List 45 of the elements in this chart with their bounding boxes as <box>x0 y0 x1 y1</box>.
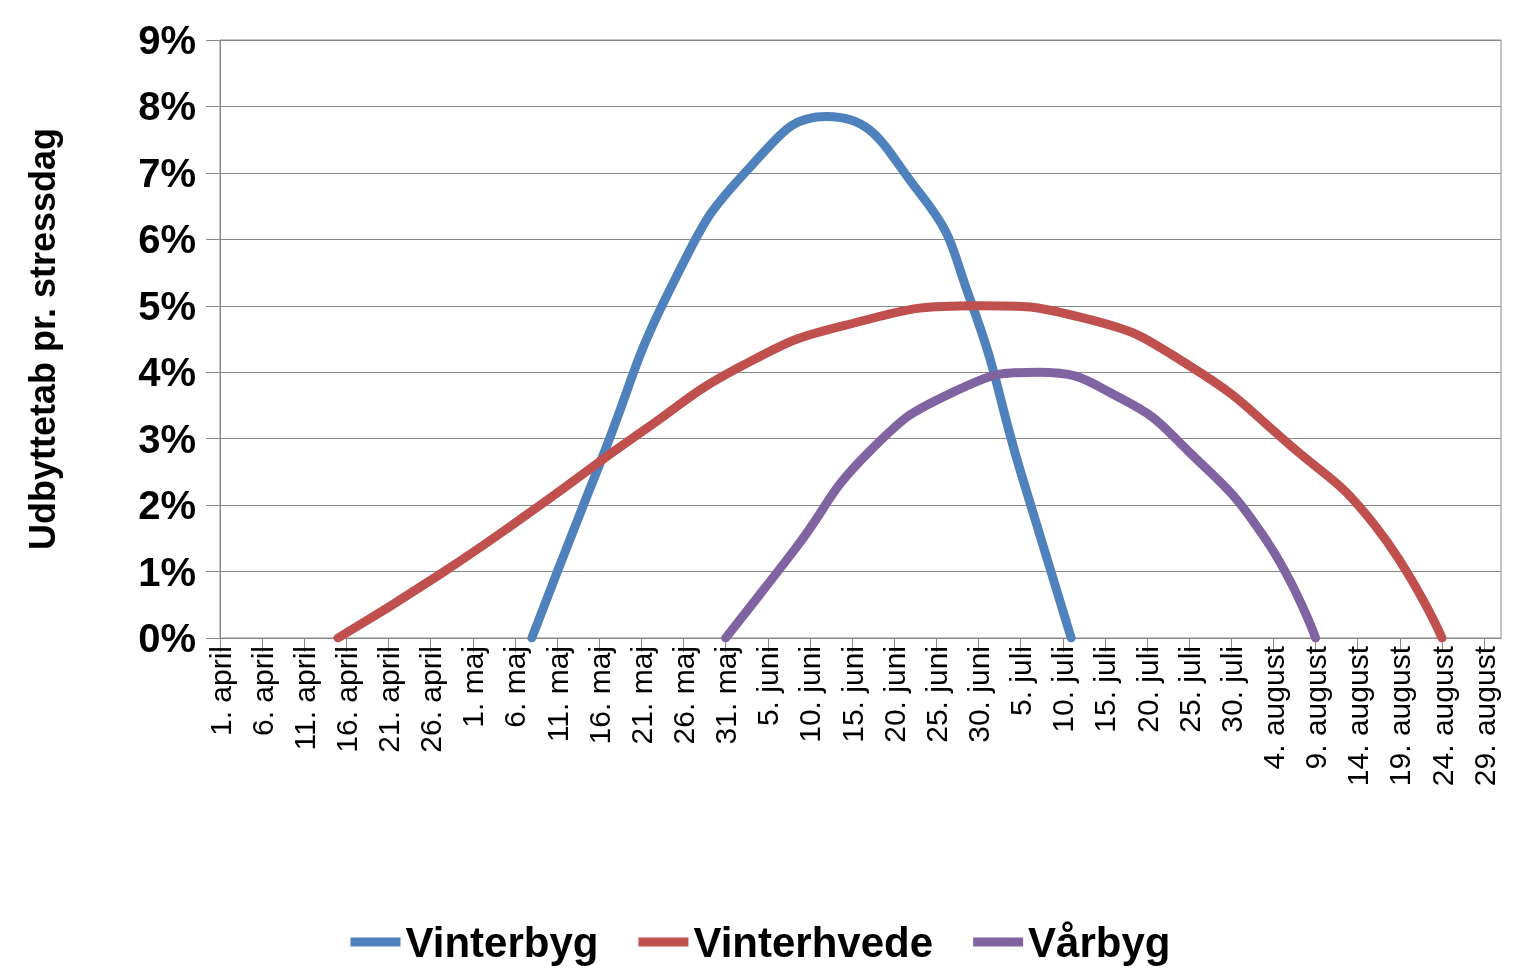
y-axis-title: Udbyttetab pr. stressdag <box>21 127 63 551</box>
legend-label: Vårbyg <box>1028 918 1171 966</box>
x-tick-label: 20. juli <box>1130 646 1164 733</box>
x-tick-label: 1. maj <box>456 646 490 728</box>
y-tick-label: 0% <box>138 616 196 660</box>
y-tick-label: 1% <box>138 549 196 594</box>
x-tick-label: 6. april <box>245 646 279 737</box>
y-tick-label: 7% <box>138 150 196 195</box>
y-tick-label: 6% <box>138 217 196 262</box>
y-tick-label: 5% <box>138 283 196 328</box>
x-tick-label: 11. maj <box>540 646 574 743</box>
x-tick-label: 24. august <box>1425 645 1459 787</box>
y-tick-label: 4% <box>138 350 196 395</box>
x-tick-label: 10. juni <box>793 646 827 743</box>
x-tick-label: 26. april <box>414 646 448 753</box>
x-tick-label: 26. maj <box>667 646 701 745</box>
x-tick-label: 4. august <box>1256 645 1290 770</box>
x-tick-label: 14. august <box>1341 645 1375 787</box>
x-tick-label: 5. juli <box>1004 646 1038 717</box>
x-tick-label: 21. april <box>372 646 406 753</box>
x-tick-label: 21. maj <box>624 646 658 745</box>
y-tick-label: 2% <box>138 483 196 528</box>
x-tick-label: 31. maj <box>709 646 743 745</box>
x-tick-label: 19. august <box>1383 645 1417 787</box>
legend-label: Vinterhvede <box>693 918 934 966</box>
y-tick-label: 8% <box>138 84 196 129</box>
x-tick-label: 11. april <box>287 646 321 751</box>
x-tick-label: 30. juli <box>1214 646 1248 733</box>
y-tick-label: 3% <box>138 416 196 461</box>
x-tick-label: 15. juni <box>835 646 869 743</box>
x-tick-label: 1. april <box>203 646 237 737</box>
x-tick-label: 20. juni <box>877 646 911 743</box>
x-tick-label: 29. august <box>1467 645 1501 787</box>
x-tick-label: 16. april <box>329 646 363 753</box>
x-tick-label: 6. maj <box>498 646 532 728</box>
x-tick-label: 10. juli <box>1046 646 1080 733</box>
x-tick-label: 15. juli <box>1088 646 1122 733</box>
y-tick-label: 9% <box>138 18 196 62</box>
x-tick-label: 16. maj <box>582 646 616 745</box>
x-tick-label: 5. juni <box>751 646 785 727</box>
x-tick-label: 25. juli <box>1172 646 1206 733</box>
legend-label: Vinterbyg <box>405 918 599 966</box>
x-tick-label: 25. juni <box>919 646 953 743</box>
x-tick-label: 30. juni <box>961 646 995 743</box>
x-tick-label: 9. august <box>1299 645 1333 770</box>
